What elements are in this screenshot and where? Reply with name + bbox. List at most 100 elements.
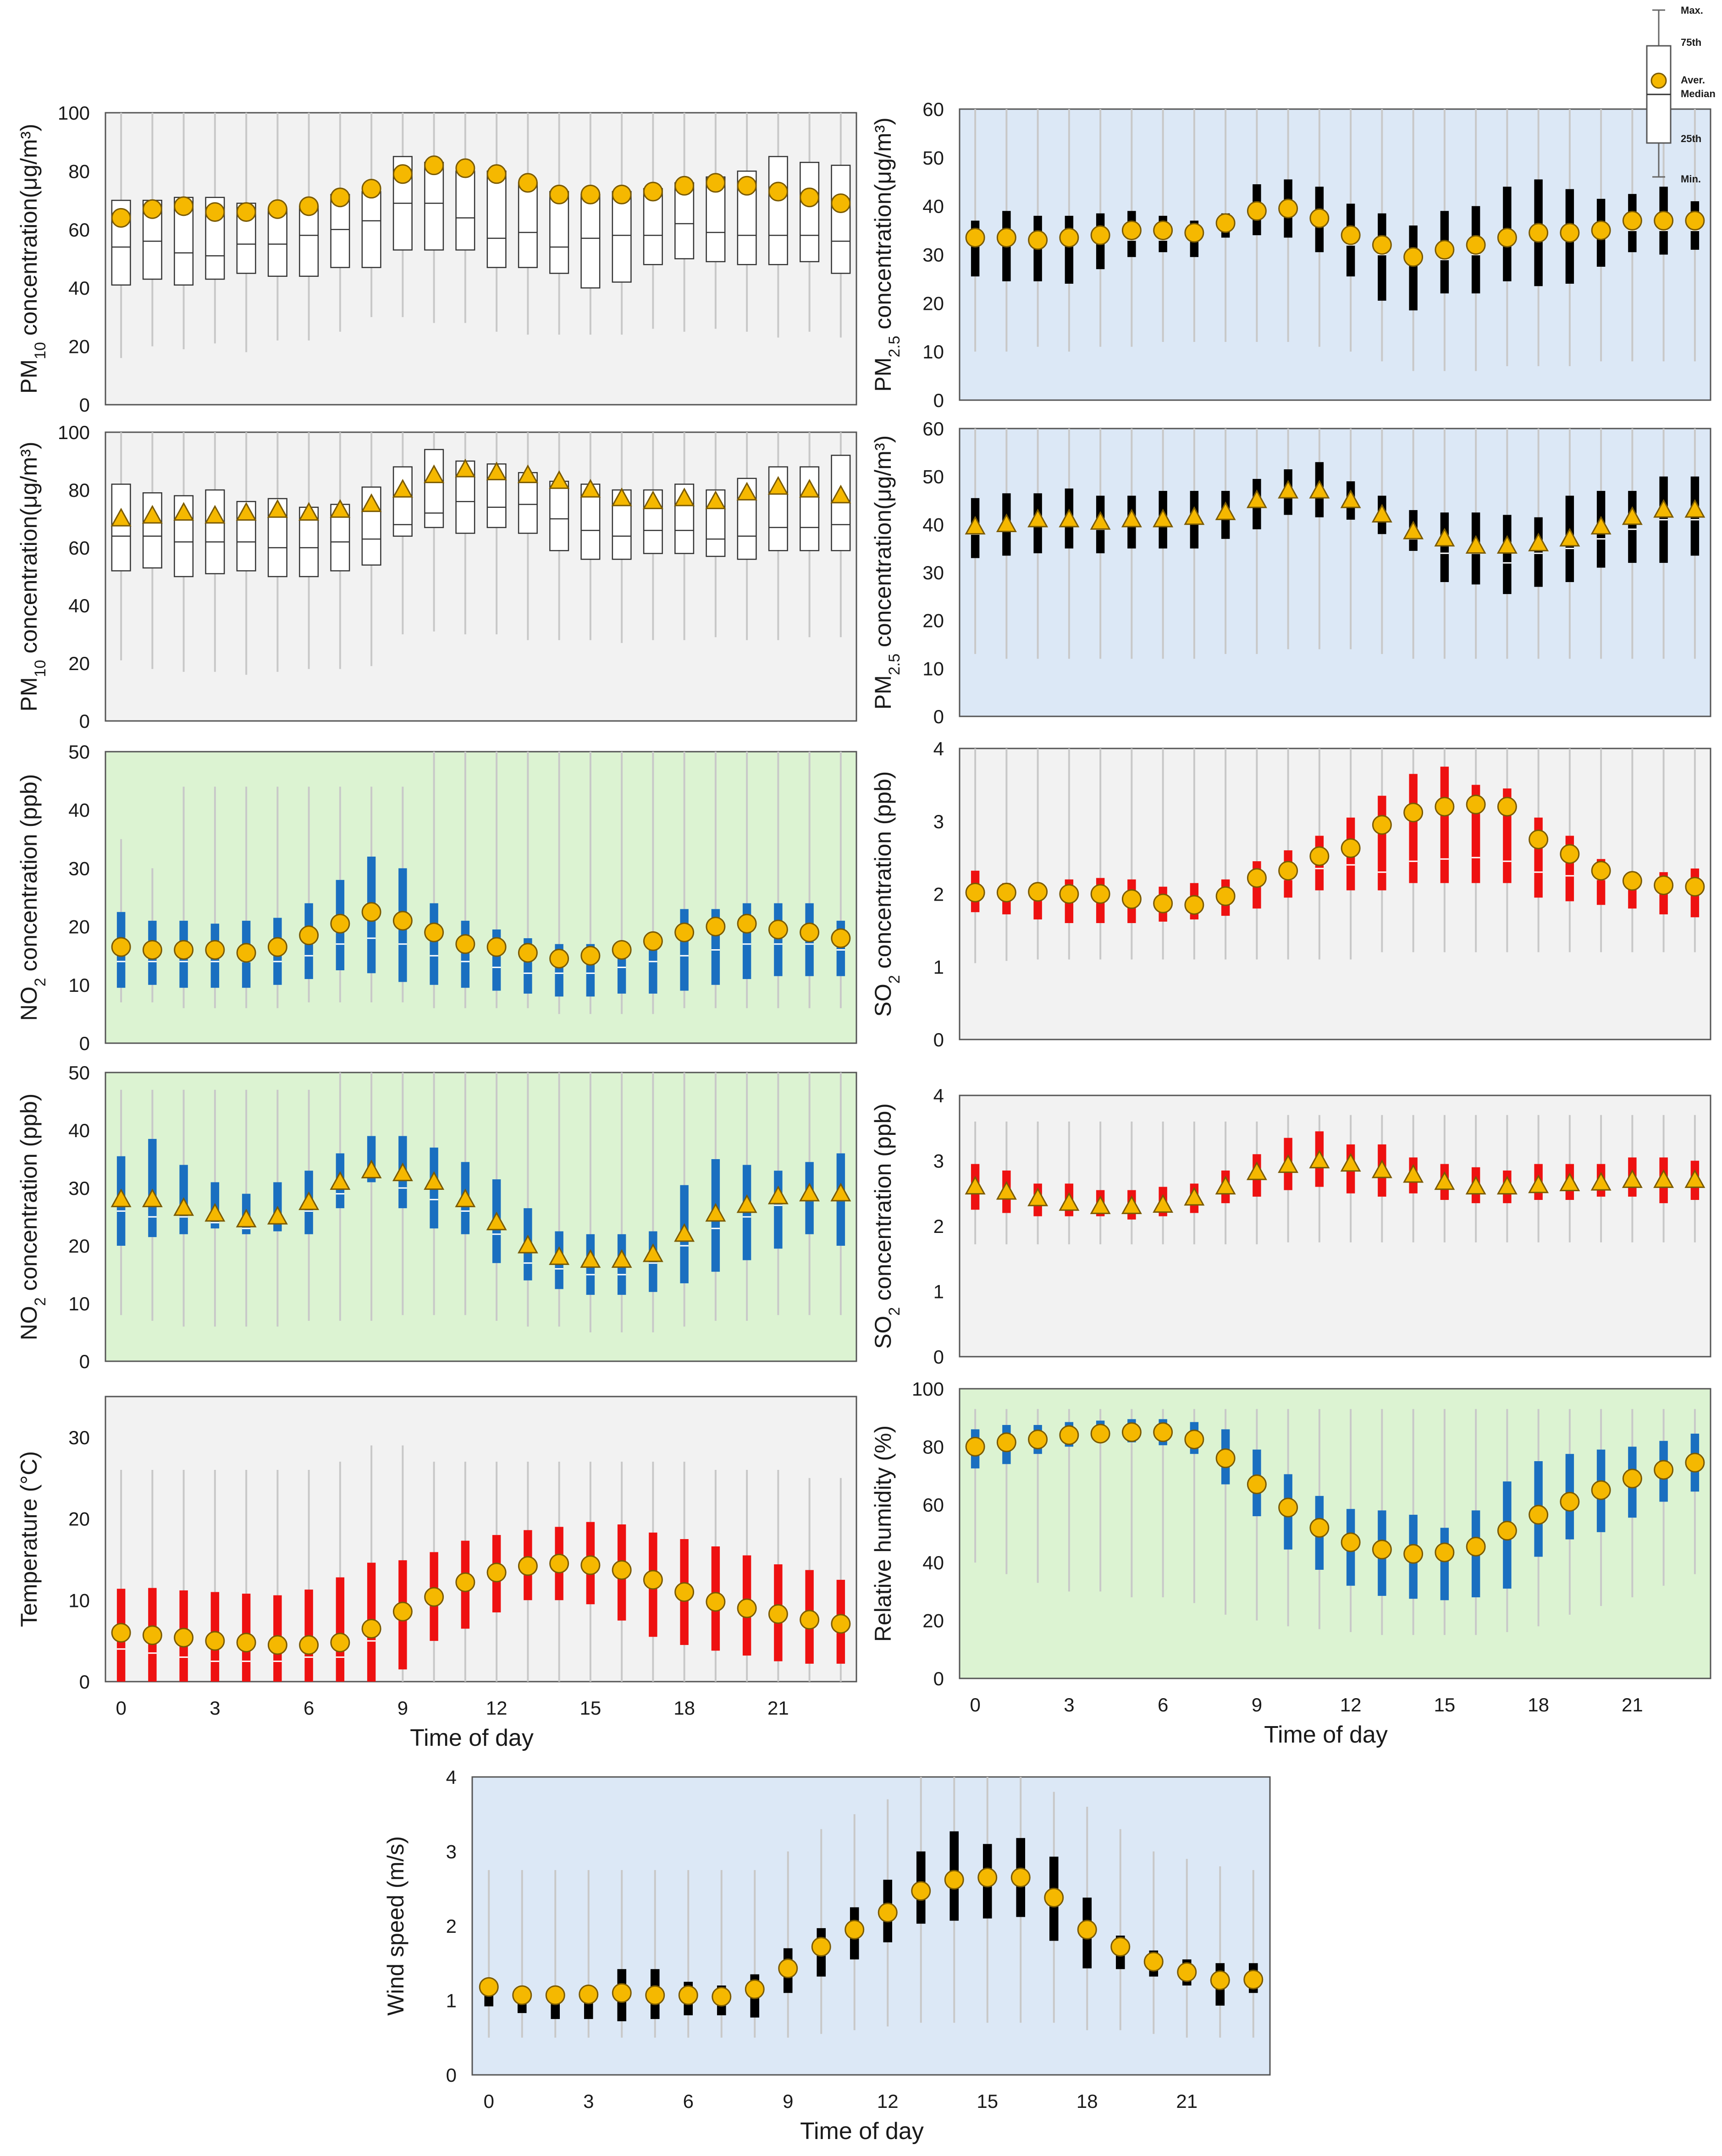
y-tick-label: 1 xyxy=(933,956,944,978)
average-marker xyxy=(1090,884,1110,904)
y-tick-label: 60 xyxy=(922,418,944,440)
average-marker xyxy=(1153,1422,1173,1442)
y-tick-label: 1 xyxy=(446,1990,457,2012)
average-marker xyxy=(236,502,257,521)
average-marker xyxy=(204,505,226,524)
average-marker xyxy=(1654,210,1674,231)
box xyxy=(580,194,601,289)
average-marker xyxy=(1622,871,1642,891)
average-marker xyxy=(392,1601,413,1622)
average-marker xyxy=(205,202,225,222)
x-axis-title: Time of day xyxy=(800,2118,924,2145)
y-axis-label-subscript: 10 xyxy=(32,342,49,359)
x-tick-label: 15 xyxy=(580,1697,602,1719)
average-marker xyxy=(236,943,256,963)
average-marker xyxy=(799,1182,820,1202)
box xyxy=(1378,796,1386,891)
y-tick-label: 50 xyxy=(922,147,944,169)
average-marker xyxy=(1059,884,1079,904)
average-marker xyxy=(996,882,1016,902)
y-axis-label-subscript: 2 xyxy=(886,1307,903,1316)
legend-label-p25: 25th xyxy=(1681,133,1701,144)
average-marker xyxy=(517,464,538,484)
average-marker xyxy=(1215,1448,1236,1468)
average-marker xyxy=(1465,535,1486,554)
y-tick-label: 40 xyxy=(68,277,90,299)
average-marker xyxy=(1684,1169,1705,1188)
average-marker xyxy=(1028,230,1048,250)
average-marker xyxy=(612,1983,632,2003)
average-marker xyxy=(1466,1536,1486,1556)
average-marker xyxy=(549,1246,570,1265)
average-marker xyxy=(1560,1491,1580,1512)
y-tick-label: 4 xyxy=(933,738,944,759)
chart-pm25-triangle: 0 10 20 30 40 50 60 PM2.5 concentration(μg/m³) xyxy=(870,418,1711,727)
average-marker xyxy=(545,1985,565,2005)
average-marker xyxy=(1028,882,1048,902)
average-marker xyxy=(1184,223,1204,243)
y-tick-label: 60 xyxy=(68,537,90,559)
average-marker xyxy=(996,513,1017,532)
y-tick-label: 10 xyxy=(68,1293,90,1314)
average-marker xyxy=(1153,1194,1174,1213)
average-marker xyxy=(361,179,381,199)
average-marker xyxy=(1059,1192,1080,1211)
plot-area xyxy=(105,1396,857,1683)
plot-area xyxy=(959,428,1711,717)
average-marker xyxy=(580,1555,601,1575)
y-tick-label: 80 xyxy=(68,160,90,182)
average-marker xyxy=(1059,508,1080,528)
y-axis-label-subscript: 2.5 xyxy=(886,654,903,675)
y-axis-label-subscript: 10 xyxy=(32,660,49,677)
y-tick-label: 20 xyxy=(922,292,944,314)
x-axis-title: Time of day xyxy=(410,1725,534,1751)
x-tick-label: 12 xyxy=(877,2090,899,2112)
average-marker xyxy=(1247,1474,1267,1495)
average-marker xyxy=(1278,1497,1298,1518)
y-tick-label: 60 xyxy=(922,99,944,120)
box xyxy=(148,1138,157,1238)
x-tick-label: 3 xyxy=(1064,1694,1074,1716)
average-marker xyxy=(778,1958,798,1979)
box xyxy=(800,162,820,263)
y-tick-label: 10 xyxy=(68,1590,90,1611)
x-tick-label: 12 xyxy=(1340,1694,1362,1716)
average-marker xyxy=(1372,235,1392,255)
y-tick-label: 3 xyxy=(933,1150,944,1172)
average-marker xyxy=(1110,1937,1131,1957)
average-marker xyxy=(767,1185,789,1204)
x-tick-label: 18 xyxy=(673,1697,695,1719)
average-marker xyxy=(1435,1542,1455,1562)
average-marker xyxy=(1590,516,1612,535)
average-marker xyxy=(1591,1480,1611,1500)
y-axis-label-rest: concentration (ppb) xyxy=(16,774,42,978)
average-marker xyxy=(549,470,570,489)
x-tick-label: 0 xyxy=(970,1694,980,1716)
average-marker xyxy=(236,1633,256,1653)
average-marker xyxy=(1184,1430,1204,1450)
y-tick-label: 4 xyxy=(446,1766,457,1788)
plot-area xyxy=(959,748,1711,1040)
x-tick-label: 0 xyxy=(116,1697,126,1719)
average-marker xyxy=(579,1985,599,2004)
y-axis-label-rest: concentration(μg/m³) xyxy=(870,117,896,336)
average-marker xyxy=(1434,1171,1455,1190)
x-tick-label: 0 xyxy=(484,2090,494,2112)
average-marker xyxy=(1153,220,1173,241)
average-marker xyxy=(799,478,820,498)
box xyxy=(299,205,319,277)
y-tick-label: 20 xyxy=(68,653,90,674)
y-axis-label-subscript: 2 xyxy=(32,978,49,986)
y-tick-label: 20 xyxy=(922,1610,944,1632)
x-tick-label: 9 xyxy=(397,1697,408,1719)
y-tick-label: 40 xyxy=(68,1120,90,1141)
average-marker xyxy=(643,182,663,202)
average-marker xyxy=(1215,1176,1236,1195)
y-tick-label: 40 xyxy=(922,1552,944,1573)
y-tick-label: 0 xyxy=(446,2064,457,2086)
plot-area xyxy=(105,751,857,1044)
average-marker xyxy=(674,1223,695,1242)
average-marker xyxy=(645,1985,665,2005)
average-marker xyxy=(1153,508,1174,528)
x-tick-label: 9 xyxy=(783,2090,793,2112)
